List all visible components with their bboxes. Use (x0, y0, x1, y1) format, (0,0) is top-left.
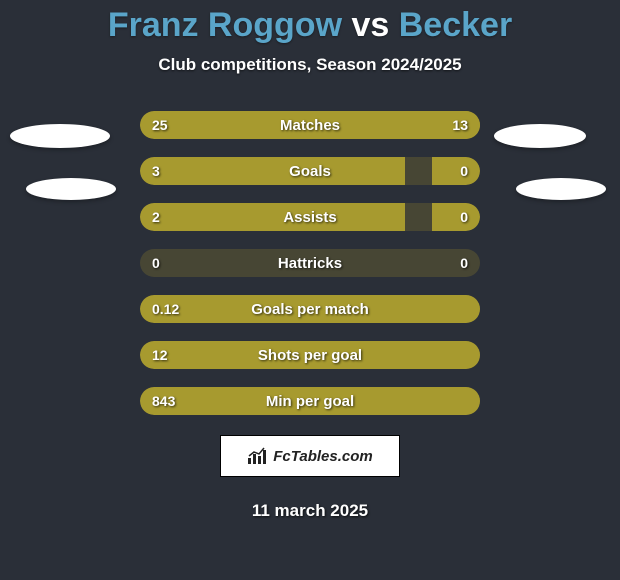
player-placeholder-ellipse (516, 178, 606, 200)
comparison-infographic: Franz Roggow vs Becker Club competitions… (0, 0, 620, 580)
stat-label: Hattricks (278, 255, 342, 272)
date: 11 march 2025 (252, 501, 368, 521)
player-placeholder-ellipse (10, 124, 110, 148)
stat-row: 12 Shots per goal (140, 341, 480, 369)
stat-row: 2 0 Assists (140, 203, 480, 231)
stat-label: Goals per match (251, 301, 369, 318)
stat-value-left: 12 (152, 341, 168, 369)
stat-value-right: 13 (452, 111, 468, 139)
title-separator: vs (351, 6, 389, 44)
bar-right (432, 157, 480, 185)
stat-label: Shots per goal (258, 347, 362, 364)
stat-label: Matches (280, 117, 340, 134)
stat-value-left: 843 (152, 387, 175, 415)
stat-value-right: 0 (460, 249, 468, 277)
logo-text: FcTables.com (273, 448, 372, 465)
stat-label: Assists (283, 209, 336, 226)
stat-row: 843 Min per goal (140, 387, 480, 415)
bar-left (140, 157, 405, 185)
stat-value-left: 3 (152, 157, 160, 185)
stat-row: 0 0 Hattricks (140, 249, 480, 277)
stat-label: Goals (289, 163, 331, 180)
title-player2: Becker (399, 6, 512, 44)
stat-value-left: 0.12 (152, 295, 179, 323)
stat-label: Min per goal (266, 393, 354, 410)
stat-row: 25 13 Matches (140, 111, 480, 139)
bar-right (432, 203, 480, 231)
stat-value-left: 2 (152, 203, 160, 231)
page-title: Franz Roggow vs Becker (108, 6, 512, 45)
subtitle: Club competitions, Season 2024/2025 (158, 55, 461, 75)
stat-value-right: 0 (460, 157, 468, 185)
title-player1: Franz Roggow (108, 6, 342, 44)
stat-value-left: 0 (152, 249, 160, 277)
player-placeholder-ellipse (494, 124, 586, 148)
chart-icon (247, 447, 269, 465)
stat-value-left: 25 (152, 111, 168, 139)
stat-row: 3 0 Goals (140, 157, 480, 185)
player-placeholder-ellipse (26, 178, 116, 200)
bar-left (140, 203, 405, 231)
stat-rows: 25 13 Matches 3 0 Goals 2 0 Assists 0 0 Hattricks 0.… (140, 111, 480, 415)
fctables-logo: FcTables.com (220, 435, 400, 477)
stat-row: 0.12 Goals per match (140, 295, 480, 323)
stat-value-right: 0 (460, 203, 468, 231)
